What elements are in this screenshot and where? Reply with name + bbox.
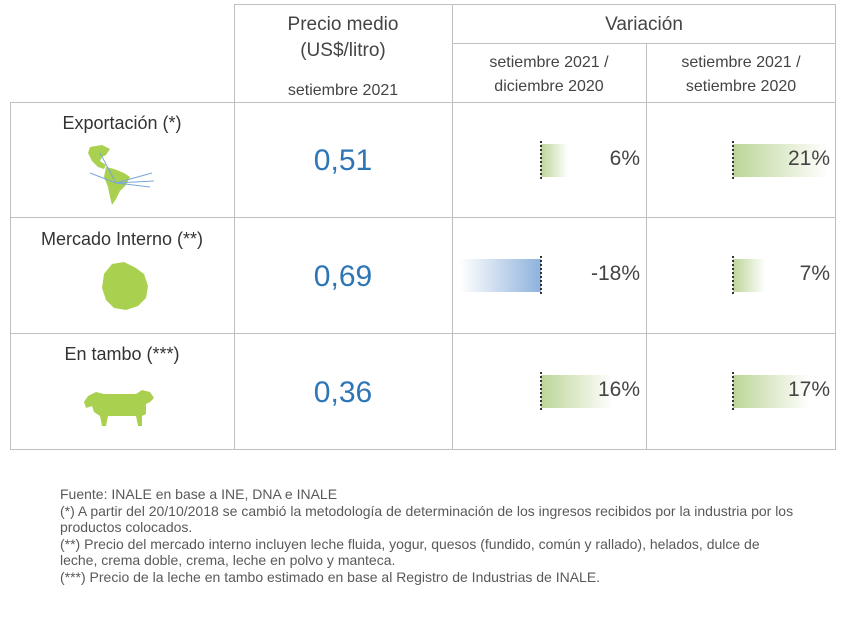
variation-percent: -18% — [590, 262, 640, 285]
variation-axis — [732, 256, 734, 294]
cow-icon — [84, 390, 154, 426]
variation-axis — [540, 256, 542, 294]
variation-col-dec-line1: setiembre 2021 / — [489, 54, 609, 71]
price-header-title: Precio medio — [287, 14, 399, 35]
price-mercado-interno: 0,69 — [313, 260, 373, 293]
variation-percent: 7% — [799, 262, 830, 285]
variation-bar — [460, 259, 541, 292]
variation-bar — [541, 144, 568, 177]
variation-col-dec-line2: diciembre 2020 — [494, 78, 604, 95]
footnote-3: (***) Precio de la leche en tambo estima… — [60, 568, 601, 585]
variation-axis — [732, 141, 734, 179]
footnote-2: (**) Precio del mercado interno incluyen… — [60, 535, 760, 569]
uruguay-map-icon — [102, 262, 148, 310]
variation-percent: 21% — [787, 147, 830, 170]
variation-col-sep-line1: setiembre 2021 / — [681, 54, 801, 71]
footnote-source: Fuente: INALE en base a INE, DNA e INALE — [60, 486, 338, 502]
price-header-period: setiembre 2021 — [287, 82, 399, 99]
price-en-tambo: 0,36 — [313, 376, 373, 409]
variation-percent: 16% — [597, 378, 640, 401]
row-label-mercado-interno: Mercado Interno (**) — [40, 229, 204, 249]
variation-col-sep-line2: setiembre 2020 — [685, 78, 797, 95]
variation-header-title: Variación — [605, 14, 683, 35]
variation-axis — [540, 141, 542, 179]
variation-bar — [733, 144, 828, 177]
variation-bar — [541, 375, 613, 408]
price-header-unit: (US$/litro) — [300, 40, 386, 61]
variation-percent: 6% — [609, 147, 640, 170]
footnotes: Fuente: INALE en base a INE, DNA e INALE… — [60, 486, 800, 585]
variation-percent: 17% — [787, 378, 830, 401]
price-exportacion: 0,51 — [313, 144, 373, 177]
row-label-en-tambo: En tambo (***) — [64, 344, 180, 364]
variation-axis — [732, 372, 734, 410]
row-label-exportacion: Exportación (*) — [62, 113, 182, 133]
variation-axis — [540, 372, 542, 410]
americas-map-icon — [88, 145, 155, 205]
footnote-1: (*) A partir del 20/10/2018 se cambió la… — [60, 502, 794, 536]
variation-bar — [733, 375, 810, 408]
variation-bar — [733, 259, 765, 292]
